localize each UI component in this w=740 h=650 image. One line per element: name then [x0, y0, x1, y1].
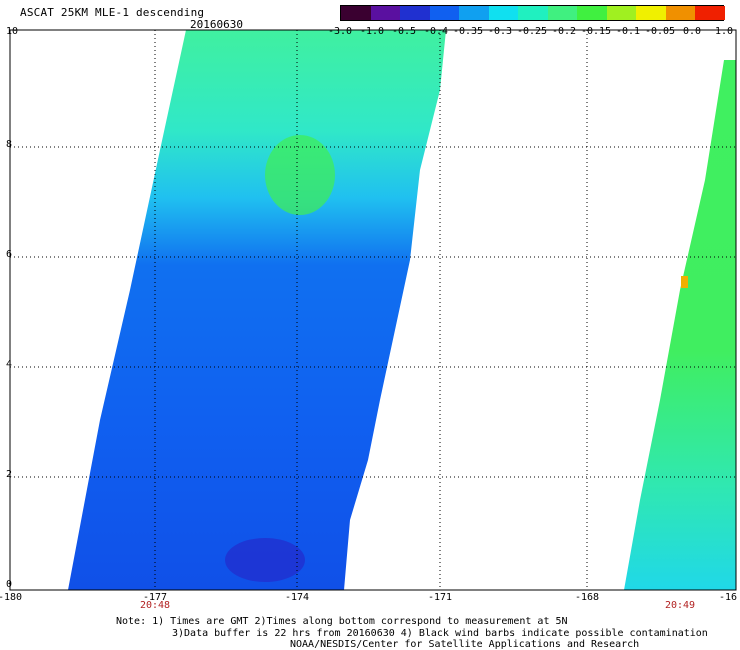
grid-lines: [10, 30, 736, 590]
colorbar-tick-label: -1.0: [359, 26, 385, 37]
colorbar-segment: [341, 6, 372, 20]
x-tick-label: -174: [284, 592, 310, 603]
y-tick-label: 10: [6, 26, 19, 37]
green-patch: [265, 135, 335, 215]
map-frame: [9, 29, 737, 591]
map-title: ASCAT 25KM MLE-1 descending: [20, 6, 205, 19]
y-tick-label: 0: [6, 579, 13, 590]
dark-blue-patch: [225, 538, 305, 582]
x-tick-label: -16: [718, 592, 738, 603]
note-line-1: Note: 1) Times are GMT 2)Times along bot…: [116, 616, 568, 627]
colorbar-segment: [577, 6, 608, 20]
colorbar-segment: [459, 6, 490, 20]
colorbar-segment: [400, 6, 431, 20]
colorbar-segment: [518, 6, 549, 20]
colorbar-segment: [429, 6, 460, 20]
colorbar-segment: [636, 6, 667, 20]
colorbar-segment: [606, 6, 637, 20]
x-tick-label: -180: [0, 592, 23, 603]
x-tick-label: -177: [142, 592, 168, 603]
time-label-right: 20:49: [664, 600, 696, 611]
swath-right: [624, 60, 736, 590]
colorbar-tick-label: -0.4: [423, 26, 449, 37]
colorbar-tick-label: 0.0: [682, 26, 702, 37]
colorbar-tick-label: 1.0: [714, 26, 734, 37]
colorbar-tick-label: -0.15: [580, 26, 612, 37]
colorbar-segment: [547, 6, 578, 20]
y-tick-label: 8: [6, 139, 13, 150]
colorbar-segment: [488, 6, 519, 20]
colorbar-tick-label: -0.1: [615, 26, 641, 37]
colorbar-tick-label: -0.2: [551, 26, 577, 37]
x-tick-label: -171: [427, 592, 453, 603]
colorbar-tick-label: -0.3: [487, 26, 513, 37]
colorbar-tick-label: -0.25: [516, 26, 548, 37]
map-date: 20160630: [190, 18, 243, 31]
y-tick-label: 4: [6, 359, 13, 370]
y-tick-label: 2: [6, 469, 13, 480]
colorbar-segment: [695, 6, 726, 20]
x-tick-label: -168: [574, 592, 600, 603]
y-tick-label: 6: [6, 249, 13, 260]
colorbar-tick-label: -0.05: [644, 26, 676, 37]
colorbar-tick-label: -0.35: [452, 26, 484, 37]
colorbar-segment: [370, 6, 401, 20]
orange-pixel: [681, 276, 688, 288]
time-label-left: 20:48: [139, 600, 171, 611]
note-line-3: NOAA/NESDIS/Center for Satellite Applica…: [290, 639, 640, 650]
note-line-2: 3)Data buffer is 22 hrs from 20160630 4)…: [172, 628, 708, 639]
colorbar-segment: [665, 6, 696, 20]
swath-left: [68, 30, 446, 590]
colorbar: [340, 5, 726, 21]
colorbar-tick-label: -0.5: [391, 26, 417, 37]
colorbar-tick-label: -3.0: [327, 26, 353, 37]
